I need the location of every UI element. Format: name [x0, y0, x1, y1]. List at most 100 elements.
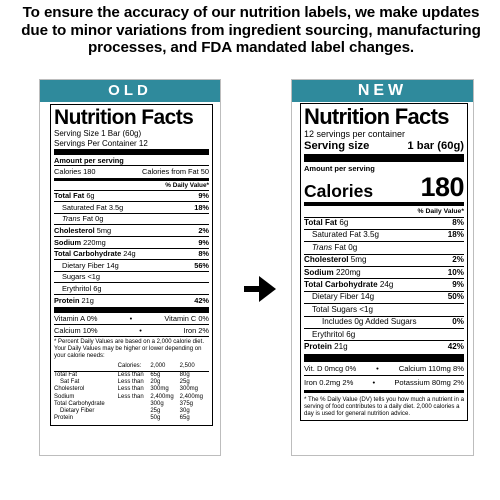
old-row-cholesterol: Cholesterol 5mg 2%	[54, 224, 209, 236]
new-row-cholesterol: Cholesterol 5mg 2%	[304, 253, 464, 266]
table-row: Cholesterol Less than 300mg 300mg	[54, 386, 199, 393]
new-vitamin-d: Vit. D 0mcg 0%	[304, 363, 357, 373]
nutrient-label: Dietary Fiber	[62, 260, 105, 270]
old-row-dietary-fiber: Dietary Fiber 14g 56%	[54, 259, 209, 271]
nutrient-amount: 6g	[93, 283, 102, 293]
new-row-trans-fat: Trans Fat 0g	[304, 241, 464, 253]
new-amount-per-serving: Amount per serving	[304, 163, 375, 173]
nutrient-label: Sugars	[62, 272, 86, 282]
nutrient-dv: 9%	[452, 280, 464, 290]
nutrient-label: Total Fat	[304, 218, 338, 228]
new-serving-size-value: 1 bar (60g)	[407, 140, 464, 152]
nutrient-amount: 3.5g	[363, 230, 380, 240]
nutrient-label: Includes 0g Added Sugars	[322, 317, 417, 327]
new-calories-row: Calories 180	[304, 173, 464, 201]
nutrient-amount: 6g	[86, 191, 95, 201]
new-iron: Iron 0.2mg 2%	[304, 377, 354, 387]
nutrient-amount: 21g	[334, 342, 348, 351]
table-row: Sodium Less than 2,400mg 2,400mg	[54, 393, 204, 400]
nutrient-label: Saturated Fat	[312, 230, 362, 240]
old-serving-size: Serving Size 1 Bar (60g)	[54, 129, 142, 138]
nutrient-dv: 50%	[447, 292, 464, 302]
nutrient-amount: 220mg	[335, 267, 361, 277]
table-row: Total Fat Less than 65g 80g	[54, 371, 190, 378]
new-row-sodium: Sodium 220mg 10%	[304, 266, 464, 278]
nutrient-amount: Fat 0g	[82, 214, 104, 224]
table-row: Protein 50g 65g	[54, 415, 190, 422]
new-divider-medium	[304, 389, 464, 393]
old-vitamin-a: Vitamin A 0%	[54, 314, 98, 324]
nutrient-label: Total Carbohydrate	[304, 280, 378, 290]
new-serving-size-label: Serving size	[304, 140, 370, 152]
new-row-total-carbohydrate: Total Carbohydrate 24g 9%	[304, 278, 464, 290]
old-divider-thick	[54, 149, 209, 155]
old-tag: OLD	[40, 80, 220, 102]
nutrient-amount: 5mg	[96, 225, 112, 235]
new-dv-header: % Daily Value*	[417, 207, 464, 215]
new-footnote: * The % Daily Value (DV) tells you how m…	[304, 395, 464, 418]
new-row-total-sugars: Total Sugars <1g	[304, 303, 464, 315]
nutrient-label: Cholesterol	[304, 255, 349, 265]
nutrient-dv: 9%	[198, 191, 209, 201]
new-calcium: Calcium 110mg 8%	[398, 363, 464, 373]
nutrient-dv: 0%	[452, 317, 464, 327]
new-calories-label: Calories	[304, 180, 374, 201]
bullet: •	[129, 314, 133, 324]
old-calories-row: Calories 180 Calories from Fat 50	[54, 165, 209, 177]
nutrient-dv: 42%	[447, 342, 464, 351]
old-row-sodium: Sodium 220mg 9%	[54, 235, 209, 248]
old-amount-per-serving: Amount per serving	[54, 156, 124, 165]
nutrient-amount: 220mg	[83, 237, 106, 247]
old-divider-thick	[54, 306, 209, 313]
nutrient-dv: 8%	[198, 249, 209, 259]
old-dv-header: % Daily Value*	[165, 182, 209, 189]
old-row-protein: Protein 21g 42%	[54, 293, 209, 306]
new-servings-per-container: 12 servings per container	[304, 129, 406, 139]
nutrient-dv: 8%	[452, 218, 464, 228]
nutrient-label: Erythritol	[62, 283, 92, 293]
old-row-saturated-fat: Saturated Fat 3.5g 18%	[54, 201, 209, 213]
nutrient-label: Total Fat	[54, 191, 85, 201]
new-divider-thick	[304, 153, 464, 162]
nutrient-dv: 18%	[194, 202, 209, 212]
nutrient-label: Total Carbohydrate	[54, 249, 122, 259]
old-row-total-fat: Total Fat 6g 9%	[54, 189, 209, 202]
nutrient-amount: 3.5g	[108, 202, 124, 212]
old-dv-table: Calories: 2,000 2,500 Total Fat Less than…	[54, 363, 209, 422]
bullet: •	[372, 377, 376, 387]
old-calories-from-fat: Calories from Fat 50	[142, 167, 209, 176]
nutrient-dv: 2%	[198, 225, 209, 235]
old-calories: Calories 180	[54, 167, 96, 176]
old-label-card: OLD Nutrition Facts Serving Size 1 Bar (…	[39, 79, 221, 456]
table-row: Sat Fat Less than 20g 25g	[60, 378, 190, 385]
new-divider-medium	[304, 201, 464, 206]
new-divider-thick	[304, 353, 464, 362]
nutrient-dv: 2%	[452, 255, 464, 265]
old-servings-per-container: Servings Per Container 12	[54, 138, 148, 148]
right-arrow-icon	[244, 276, 276, 302]
nutrient-amount: 6g	[346, 329, 356, 339]
headline: To ensure the accuracy of our nutrition …	[21, 4, 481, 56]
nutrient-label: Total Sugars	[312, 304, 357, 314]
new-potassium: Potassium 80mg 2%	[394, 377, 464, 387]
new-tag: NEW	[292, 80, 473, 102]
old-title: Nutrition Facts	[54, 106, 194, 129]
new-vitamin-row: Vit. D 0mcg 0% • Calcium 110mg 8%	[304, 363, 464, 376]
old-nutrition-panel: Nutrition Facts Serving Size 1 Bar (60g)…	[50, 104, 213, 426]
new-mineral-row: Iron 0.2mg 2% • Potassium 80mg 2%	[304, 375, 464, 389]
new-row-total-fat: Total Fat 6g 8%	[304, 216, 464, 229]
nutrient-label: Protein	[304, 342, 332, 351]
old-mineral-row: Calcium 10% • Iron 2%	[54, 324, 209, 336]
nutrient-dv: 9%	[198, 237, 209, 247]
nutrient-amount: <1g	[87, 272, 101, 282]
nutrient-dv: 42%	[194, 295, 209, 305]
nutrient-amount: 14g	[360, 292, 375, 302]
new-nutrition-panel: Nutrition Facts 12 servings per containe…	[300, 103, 468, 421]
old-footnote: * Percent Daily Values are based on a 2,…	[54, 335, 209, 361]
nutrient-amount: <1g	[359, 304, 373, 314]
old-calcium: Calcium 10%	[54, 325, 98, 335]
nutrient-label: Erythritol	[312, 329, 344, 339]
new-row-added-sugars: Includes 0g Added Sugars 0%	[304, 315, 464, 328]
new-title: Nutrition Facts	[304, 104, 449, 129]
nutrient-label: Sodium	[54, 237, 82, 247]
